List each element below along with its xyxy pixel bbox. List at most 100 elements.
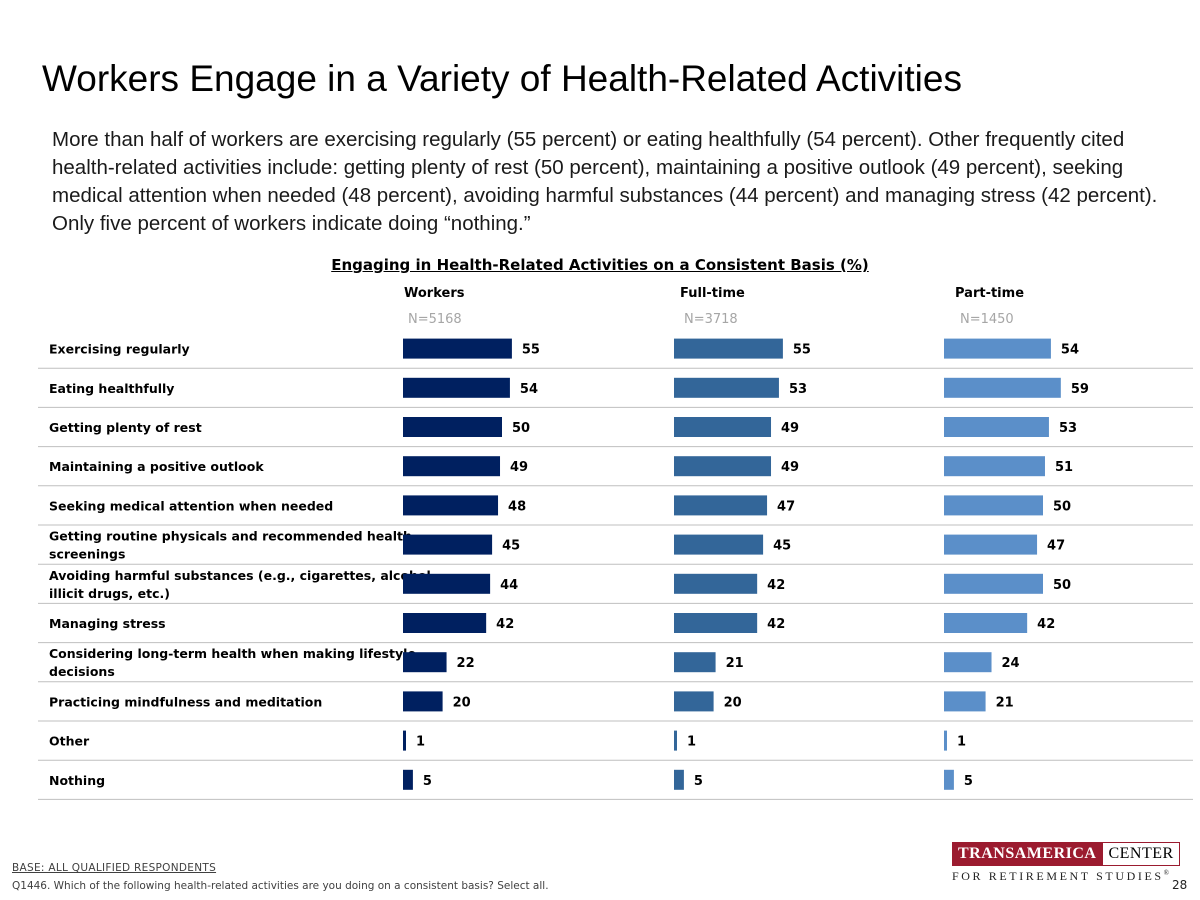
value-label-part-time-exercising-regularly: 54 — [1061, 343, 1079, 358]
value-label-full-time-nothing: 5 — [694, 774, 703, 789]
logo-mark: ® — [1163, 869, 1169, 877]
series-header-part-time: Part-time — [955, 286, 1025, 301]
value-label-part-time-other: 1 — [957, 735, 966, 750]
value-label-workers-nothing: 5 — [423, 774, 432, 789]
value-label-part-time-getting-routine-physicals-and-recommended-health-screenings: 47 — [1047, 539, 1065, 554]
value-label-full-time-seeking-medical-attention-when-needed: 47 — [777, 499, 795, 514]
value-label-workers-maintaining-a-positive-outlook: 49 — [510, 460, 528, 475]
bar-part-time-nothing — [944, 769, 954, 790]
value-label-full-time-eating-healthfully: 53 — [789, 382, 807, 397]
series-header-workers: Workers — [404, 286, 465, 301]
value-label-workers-other: 1 — [416, 735, 425, 750]
bar-workers-practicing-mindfulness-and-meditation — [403, 691, 443, 712]
bar-full-time-getting-plenty-of-rest — [674, 417, 772, 437]
category-label-considering-long-term-health-when-making-lifestyle-decisions: Considering long-term health when making… — [49, 646, 416, 679]
category-label-avoiding-harmful-substances-e-g-cigarettes-alcohol-illicit-drugs-etc: Avoiding harmful substances (e.g., cigar… — [49, 568, 436, 601]
bar-workers-eating-healthfully — [403, 377, 510, 398]
value-label-full-time-considering-long-term-health-when-making-lifestyle-decisions: 21 — [726, 656, 744, 671]
bar-part-time-eating-healthfully — [944, 377, 1061, 398]
bar-workers-seeking-medical-attention-when-needed — [403, 495, 499, 516]
category-label-eating-healthfully: Eating healthfully — [49, 381, 174, 396]
bar-part-time-getting-routine-physicals-and-recommended-health-screenings — [944, 534, 1038, 555]
bar-full-time-maintaining-a-positive-outlook — [674, 456, 772, 477]
value-label-full-time-getting-routine-physicals-and-recommended-health-screenings: 45 — [773, 539, 791, 554]
value-label-part-time-nothing: 5 — [964, 774, 973, 789]
bar-full-time-avoiding-harmful-substances-e-g-cigarettes-alcohol-illicit-drugs-etc — [674, 573, 758, 594]
value-label-part-time-getting-plenty-of-rest: 53 — [1059, 421, 1077, 436]
bar-workers-avoiding-harmful-substances-e-g-cigarettes-alcohol-illicit-drugs-etc — [403, 573, 491, 594]
value-label-workers-eating-healthfully: 54 — [520, 382, 538, 397]
bar-workers-maintaining-a-positive-outlook — [403, 456, 501, 477]
value-label-part-time-maintaining-a-positive-outlook: 51 — [1055, 460, 1073, 475]
logo-right-text: CENTER — [1102, 842, 1180, 866]
bar-full-time-considering-long-term-health-when-making-lifestyle-decisions — [674, 652, 716, 673]
bar-full-time-other — [674, 730, 677, 751]
bar-workers-considering-long-term-health-when-making-lifestyle-decisions — [403, 652, 447, 673]
sample-size-full-time: N=3718 — [684, 312, 738, 327]
value-label-part-time-eating-healthfully: 59 — [1071, 382, 1089, 397]
bar-full-time-nothing — [674, 769, 684, 790]
series-header-full-time: Full-time — [680, 286, 745, 301]
sample-size-workers: N=5168 — [408, 312, 462, 327]
category-label-nothing: Nothing — [49, 773, 105, 788]
bar-full-time-eating-healthfully — [674, 377, 779, 398]
value-label-workers-getting-routine-physicals-and-recommended-health-screenings: 45 — [502, 539, 520, 554]
sample-size-part-time: N=1450 — [960, 312, 1014, 327]
value-label-full-time-other: 1 — [687, 735, 696, 750]
bar-full-time-practicing-mindfulness-and-meditation — [674, 691, 714, 712]
base-note: BASE: ALL QUALIFIED RESPONDENTS — [12, 862, 217, 874]
value-label-part-time-considering-long-term-health-when-making-lifestyle-decisions: 24 — [1002, 656, 1020, 671]
bar-part-time-managing-stress — [944, 613, 1028, 633]
bar-part-time-other — [944, 730, 947, 751]
bar-part-time-maintaining-a-positive-outlook — [944, 456, 1045, 477]
bar-full-time-seeking-medical-attention-when-needed — [674, 495, 768, 516]
bar-workers-managing-stress — [403, 613, 487, 633]
value-label-workers-avoiding-harmful-substances-e-g-cigarettes-alcohol-illicit-drugs-etc: 44 — [500, 578, 518, 593]
logo-left-text: TRANSAMERICA — [952, 842, 1103, 866]
value-label-full-time-maintaining-a-positive-outlook: 49 — [781, 460, 799, 475]
value-label-workers-practicing-mindfulness-and-meditation: 20 — [453, 695, 471, 710]
bar-part-time-considering-long-term-health-when-making-lifestyle-decisions — [944, 652, 992, 673]
chart-title: Engaging in Health-Related Activities on… — [0, 256, 1200, 274]
bar-workers-nothing — [403, 769, 413, 790]
bar-full-time-getting-routine-physicals-and-recommended-health-screenings — [674, 534, 764, 555]
value-label-part-time-managing-stress: 42 — [1037, 617, 1055, 632]
value-label-part-time-seeking-medical-attention-when-needed: 50 — [1053, 499, 1071, 514]
logo-bottom-text: FOR RETIREMENT STUDIES® — [952, 869, 1169, 884]
bar-part-time-getting-plenty-of-rest — [944, 417, 1049, 437]
page-number: 28 — [1172, 878, 1188, 892]
value-label-workers-managing-stress: 42 — [496, 617, 514, 632]
value-label-full-time-avoiding-harmful-substances-e-g-cigarettes-alcohol-illicit-drugs-etc: 42 — [767, 578, 785, 593]
bar-workers-other — [403, 730, 406, 751]
bar-workers-getting-routine-physicals-and-recommended-health-screenings — [403, 534, 493, 555]
summary-text: More than half of workers are exercising… — [52, 128, 1158, 235]
transamerica-logo: TRANSAMERICA CENTER FOR RETIREMENT STUDI… — [952, 842, 1180, 884]
category-label-managing-stress: Managing stress — [49, 616, 166, 631]
logo-bottom-label: FOR RETIREMENT STUDIES — [952, 869, 1164, 883]
bar-full-time-managing-stress — [674, 613, 758, 633]
bar-workers-exercising-regularly — [403, 338, 512, 359]
value-label-full-time-exercising-regularly: 55 — [793, 343, 811, 358]
category-label-exercising-regularly: Exercising regularly — [49, 342, 190, 357]
bar-part-time-practicing-mindfulness-and-meditation — [944, 691, 986, 712]
bar-part-time-exercising-regularly — [944, 338, 1051, 359]
chart-title-text: Engaging in Health-Related Activities on… — [331, 256, 869, 274]
category-label-maintaining-a-positive-outlook: Maintaining a positive outlook — [49, 459, 264, 474]
bar-full-time-exercising-regularly — [674, 338, 783, 359]
bar-workers-getting-plenty-of-rest — [403, 417, 502, 437]
value-label-workers-exercising-regularly: 55 — [522, 343, 540, 358]
value-label-full-time-practicing-mindfulness-and-meditation: 20 — [724, 695, 742, 710]
value-label-full-time-getting-plenty-of-rest: 49 — [781, 421, 799, 436]
value-label-full-time-managing-stress: 42 — [767, 617, 785, 632]
bar-part-time-seeking-medical-attention-when-needed — [944, 495, 1043, 516]
category-label-other: Other — [49, 734, 90, 749]
category-label-getting-plenty-of-rest: Getting plenty of rest — [49, 420, 202, 435]
value-label-workers-seeking-medical-attention-when-needed: 48 — [508, 499, 526, 514]
value-label-workers-considering-long-term-health-when-making-lifestyle-decisions: 22 — [457, 656, 475, 671]
question-note: Q1446. Which of the following health-rel… — [12, 880, 549, 892]
value-label-part-time-practicing-mindfulness-and-meditation: 21 — [996, 695, 1014, 710]
value-label-workers-getting-plenty-of-rest: 50 — [512, 421, 530, 436]
category-label-practicing-mindfulness-and-meditation: Practicing mindfulness and meditation — [49, 694, 322, 709]
category-label-getting-routine-physicals-and-recommended-health-screenings: Getting routine physicals and recommende… — [49, 529, 412, 562]
